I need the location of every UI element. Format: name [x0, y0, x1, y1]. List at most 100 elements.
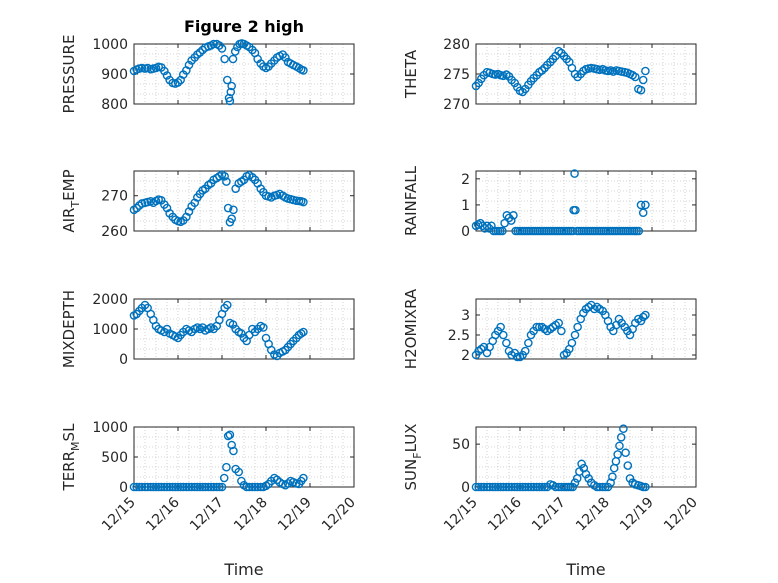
data-point: [281, 53, 290, 62]
x-tick-label: 12/17: [187, 495, 227, 535]
data-point: [227, 81, 236, 91]
data-point: [190, 482, 200, 492]
data-point: [482, 482, 492, 492]
data-point: [187, 482, 196, 492]
data-point: [198, 482, 207, 492]
data-point: [532, 482, 542, 492]
y-axis-label: AIRTEMP: [60, 169, 82, 232]
data-point: [225, 96, 235, 106]
axes-box: [475, 170, 697, 232]
y-axis-label: TERRMSL: [60, 423, 82, 492]
y-tick-label: 2: [461, 348, 470, 364]
data-point: [502, 338, 511, 348]
y-tick-label: 2: [461, 172, 470, 188]
data-point: [200, 482, 210, 492]
data-point: [515, 482, 525, 492]
data-point: [299, 66, 308, 75]
data-point: [140, 482, 150, 492]
data-point: [244, 482, 254, 492]
data-point: [606, 478, 615, 488]
data-point: [509, 211, 518, 220]
data-point: [149, 482, 158, 492]
x-tick-label: 12/20: [661, 495, 701, 535]
data-point: [641, 200, 650, 210]
data-point: [230, 47, 240, 56]
data-point: [493, 482, 503, 492]
data-point: [156, 482, 166, 492]
data-point: [222, 300, 232, 310]
data-point: [195, 482, 205, 492]
x-tick-label: 12/17: [529, 495, 569, 535]
data-point: [496, 322, 505, 332]
data-point: [209, 39, 218, 49]
x-tick-label: 12/20: [319, 495, 359, 535]
data-point: [162, 324, 172, 334]
data-point: [162, 482, 172, 492]
data-point: [581, 469, 591, 479]
data-point: [173, 482, 183, 492]
y-tick-label: 0: [461, 224, 470, 240]
data-point: [634, 226, 644, 236]
data-point: [625, 474, 635, 483]
data-point: [182, 482, 191, 492]
data-point: [299, 197, 308, 207]
data-point: [571, 205, 580, 215]
axes-box: [133, 170, 355, 232]
data-point: [134, 482, 144, 492]
data-point: [227, 440, 236, 450]
data-point: [573, 322, 582, 332]
data-point: [537, 66, 547, 75]
y-tick-label: 1: [461, 198, 470, 214]
chart-title: Figure 2 high: [184, 17, 304, 36]
data-point: [621, 448, 630, 458]
y-tick-label: 260: [101, 224, 128, 240]
data-point: [146, 482, 156, 492]
data-point: [636, 200, 646, 210]
data-point: [577, 459, 586, 469]
data-point: [520, 346, 530, 356]
y-tick-label: 270: [101, 189, 128, 205]
data-point: [225, 430, 235, 440]
panel-rainfall: 0 1 2 RAINFALL: [402, 165, 697, 240]
data-point: [557, 326, 566, 336]
data-point: [529, 482, 538, 492]
data-point: [641, 66, 650, 76]
data-point: [568, 482, 578, 492]
data-point: [485, 482, 494, 492]
data-point: [220, 54, 229, 64]
data-point: [601, 482, 610, 492]
data-point: [178, 482, 188, 492]
data-point: [253, 482, 262, 492]
data-point: [615, 441, 624, 451]
data-point: [498, 226, 507, 236]
data-point: [611, 456, 621, 466]
x-tick-label: 12/18: [573, 495, 613, 535]
data-point: [171, 482, 180, 492]
data-point: [510, 78, 520, 88]
y-tick-label: 0: [461, 480, 470, 496]
data-point: [474, 482, 483, 492]
y-tick-label: 3: [461, 308, 470, 324]
data-point: [248, 482, 257, 492]
data-point: [498, 482, 508, 492]
y-tick-label: 1000: [92, 322, 128, 338]
data-point: [608, 472, 617, 482]
y-tick-label: 50: [452, 437, 470, 453]
y-axis-label: PRESSURE: [60, 35, 78, 114]
data-point: [603, 482, 613, 492]
data-point: [479, 482, 489, 492]
x-tick-label: 12/16: [143, 494, 183, 534]
data-point: [132, 482, 141, 492]
data-point: [228, 54, 238, 64]
data-point: [535, 482, 544, 492]
data-point: [184, 60, 194, 70]
data-point: [518, 482, 527, 492]
data-point: [613, 450, 622, 459]
panel-theta: 270 275 280 THETA: [402, 37, 697, 113]
data-point: [129, 482, 139, 492]
data-point: [507, 482, 516, 492]
data-point: [524, 482, 533, 492]
data-point: [132, 203, 141, 213]
data-point: [222, 177, 231, 186]
axes-box: [475, 426, 697, 488]
